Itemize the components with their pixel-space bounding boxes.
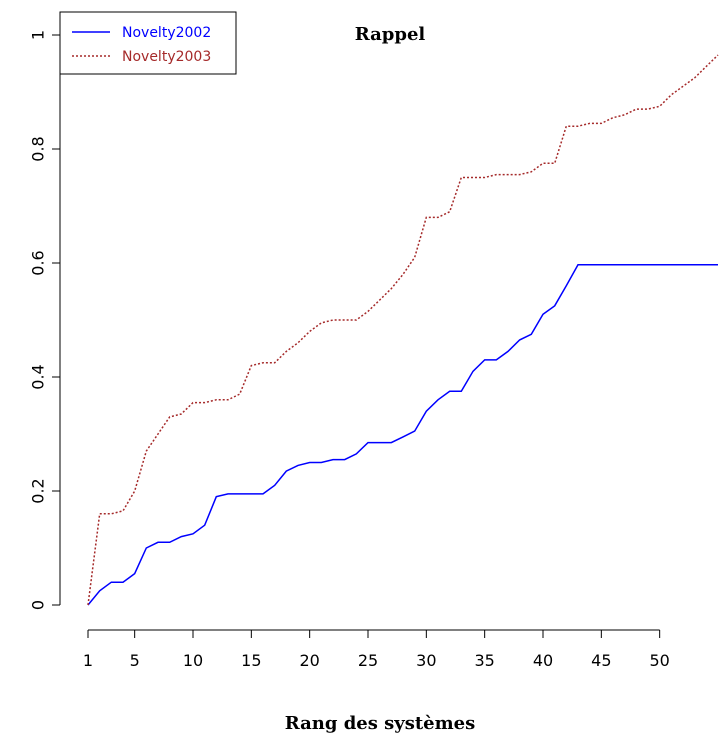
y-tick-label: 0.8 <box>29 136 48 161</box>
series-line-novelty2002 <box>87 263 718 606</box>
x-tick-label: 40 <box>533 651 553 670</box>
legend-box <box>59 11 237 75</box>
chart-title: Rappel <box>355 24 426 45</box>
x-tick-label: 20 <box>299 651 319 670</box>
x-tick-label: 1 <box>83 651 93 670</box>
x-tick-label: 45 <box>591 651 611 670</box>
x-tick-label: 10 <box>183 651 203 670</box>
legend: Novelty2002 Novelty2003 <box>59 11 237 75</box>
x-axis: 1 5 10 15 20 25 30 35 40 45 50 <box>83 629 670 670</box>
x-tick-label: 15 <box>241 651 261 670</box>
legend-label-novelty2002: Novelty2002 <box>122 25 211 41</box>
x-axis-label: Rang des systèmes <box>285 713 476 734</box>
series-line-novelty2003 <box>87 54 719 606</box>
y-tick-label: 0.4 <box>29 364 48 389</box>
x-tick-label: 35 <box>474 651 494 670</box>
y-tick-label: 1 <box>29 30 48 40</box>
y-tick-label: 0 <box>29 600 48 610</box>
y-tick-label: 0.6 <box>29 250 48 275</box>
y-axis: 0 0.2 0.4 0.6 0.8 1 <box>29 30 61 610</box>
legend-label-novelty2003: Novelty2003 <box>122 49 211 65</box>
x-tick-label: 50 <box>649 651 669 670</box>
x-tick-label: 5 <box>130 651 140 670</box>
x-tick-label: 30 <box>416 651 436 670</box>
x-tick-label: 25 <box>358 651 378 670</box>
plot-area <box>87 54 719 606</box>
y-tick-label: 0.2 <box>29 478 48 503</box>
